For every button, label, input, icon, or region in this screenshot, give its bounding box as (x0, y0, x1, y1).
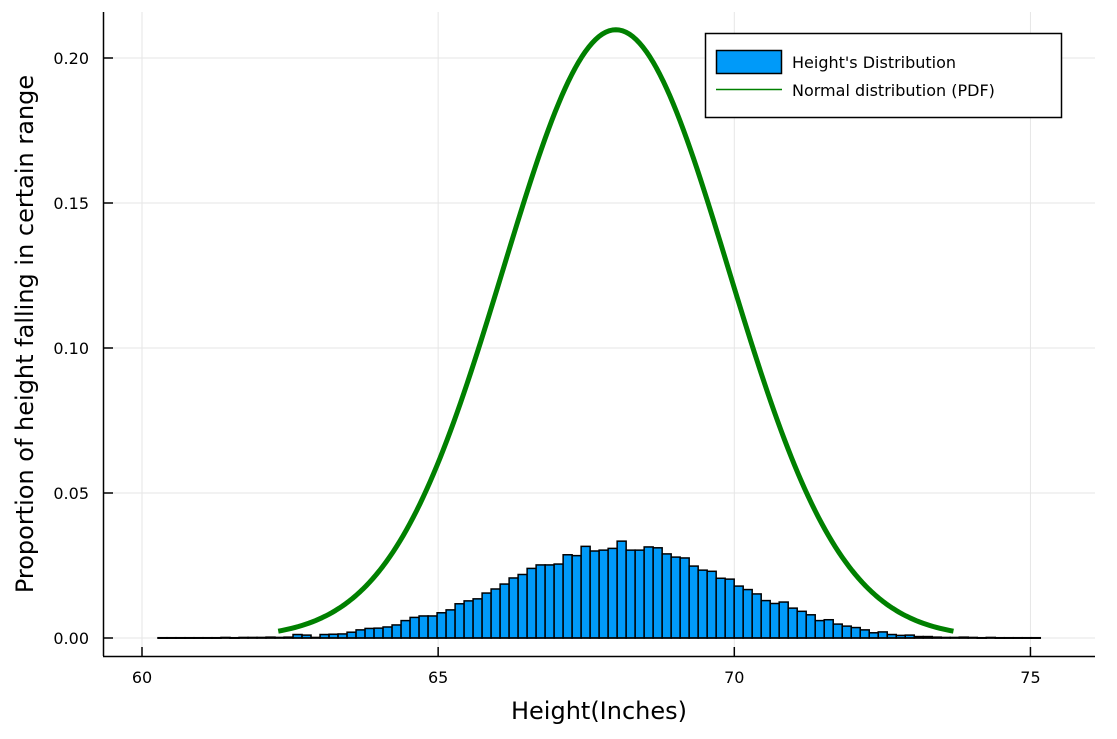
histogram-bar (796, 610, 807, 639)
histogram-bar (688, 565, 699, 639)
histogram-bar (553, 563, 564, 639)
histogram-bar (859, 629, 870, 639)
histogram-bar (382, 626, 393, 639)
y-tick-label: 0.15 (53, 194, 89, 213)
histogram-bar (346, 631, 357, 639)
histogram-bar (499, 583, 510, 639)
histogram-bar (544, 564, 555, 639)
x-tick-label: 60 (132, 668, 152, 687)
x-axis-title: Height(Inches) (511, 697, 687, 725)
histogram-bar (751, 593, 762, 639)
histogram-bar (517, 573, 528, 639)
histogram-bar (508, 577, 519, 639)
histogram-bar (850, 626, 861, 639)
pdf-curve (277, 27, 954, 634)
histogram-bar (580, 545, 591, 639)
y-tick-label: 0.10 (53, 339, 89, 358)
histogram-bar (805, 614, 816, 639)
histogram-bar (571, 554, 582, 639)
histogram-bar (472, 598, 483, 639)
histogram-bar (535, 564, 546, 639)
x-tick-label: 65 (428, 668, 448, 687)
y-tick-label: 0.05 (53, 484, 89, 503)
histogram-bar (652, 547, 663, 639)
histogram-bar (364, 627, 375, 639)
histogram-bar (733, 585, 744, 639)
histogram-bar (625, 549, 636, 639)
legend-label-pdf: Normal distribution (PDF) (792, 81, 995, 100)
histogram-bar (742, 588, 753, 639)
histogram-bar (463, 600, 474, 639)
histogram-bar (706, 570, 717, 639)
histogram-bar (634, 549, 645, 639)
histogram-bar (409, 616, 420, 639)
histogram-bar (724, 578, 735, 639)
histogram-bar (643, 546, 654, 639)
histogram-bar (769, 602, 780, 639)
legend-label-histogram: Height's Distribution (792, 53, 956, 72)
histogram-bar (715, 577, 726, 639)
x-ticks: 60 65 70 75 (132, 647, 1041, 687)
legend: Height's Distribution Normal distributio… (704, 32, 1063, 119)
y-tick-label: 0.20 (53, 49, 89, 68)
histogram-bar (760, 599, 771, 639)
histogram-bar (589, 550, 600, 639)
legend-box (704, 32, 1063, 119)
histogram-bar (616, 540, 627, 639)
histogram-bar (670, 556, 681, 639)
histogram-bar (787, 607, 798, 639)
y-axis-title: Proportion of height falling in certain … (11, 75, 39, 593)
histogram-bar (697, 569, 708, 639)
histogram-bar (526, 567, 537, 639)
histogram-bar (679, 557, 690, 639)
axes (102, 12, 1095, 658)
histogram-bars (157, 540, 1042, 639)
histogram-bar (445, 609, 456, 639)
histogram-bar (562, 554, 573, 639)
histogram-bar (454, 603, 465, 639)
histogram-bar (400, 619, 411, 639)
x-tick-label: 75 (1020, 668, 1040, 687)
legend-swatch-histogram (715, 49, 783, 75)
histogram-bar (418, 615, 429, 639)
histogram-bar (868, 632, 879, 639)
histogram-bar (814, 619, 825, 639)
histogram-bar (490, 588, 501, 639)
histogram-bar (373, 627, 384, 639)
histogram-bar (823, 618, 834, 639)
histogram-bar (427, 615, 438, 639)
y-ticks: 0.00 0.05 0.10 0.15 0.20 (53, 49, 113, 648)
histogram-bar (841, 625, 852, 639)
histogram-bar (607, 547, 618, 639)
histogram-bar (877, 631, 888, 639)
histogram-bar (436, 612, 447, 639)
x-tick-label: 70 (724, 668, 744, 687)
histogram-bar (391, 624, 402, 639)
histogram-bar (778, 601, 789, 639)
histogram-bar (598, 549, 609, 639)
y-tick-label: 0.00 (53, 629, 89, 648)
histogram-bar (355, 629, 366, 639)
histogram-bar (661, 553, 672, 639)
histogram-bar (481, 592, 492, 639)
histogram-bar (832, 623, 843, 639)
